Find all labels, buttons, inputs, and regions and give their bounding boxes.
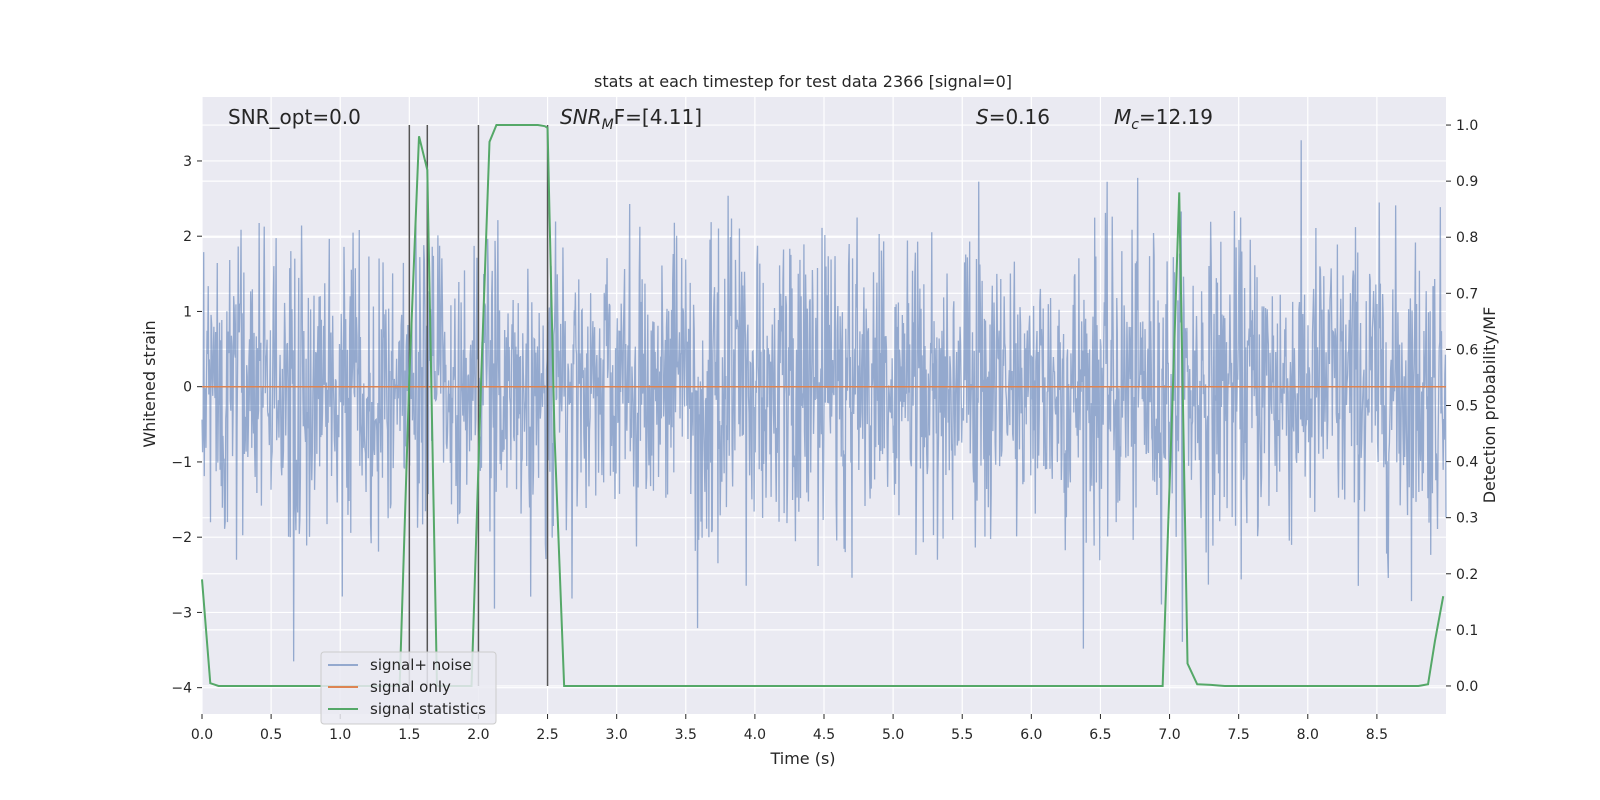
- legend: signal+ noise signal only signal statist…: [320, 651, 497, 725]
- x-tick-label-14: 7.0: [1158, 727, 1180, 743]
- annotation-s-base: S: [976, 105, 989, 129]
- x-tick-label-12: 6.0: [1020, 727, 1042, 743]
- annotation-mc-sub: c: [1131, 117, 1139, 133]
- y-right-axis-ticks: 0.0 0.1 0.2 0.3 0.4 0.5 0.6 0.7 0.8 0.9 1.0: [1446, 118, 1478, 695]
- annotation-mc: Mc=12.19: [1114, 105, 1213, 133]
- y-right-tick-label-9: 0.9: [1456, 174, 1478, 190]
- y-right-tick-label-6: 0.6: [1456, 342, 1478, 358]
- x-tick-label-1: 0.5: [260, 727, 282, 743]
- x-tick-label-13: 6.5: [1089, 727, 1111, 743]
- legend-label-signal-plus-noise: signal+ noise: [370, 656, 472, 674]
- y-left-tick-label-7: 3: [183, 154, 192, 170]
- legend-box: [320, 651, 497, 725]
- x-tick-label-3: 1.5: [398, 727, 420, 743]
- legend-label-signal-only: signal only: [370, 678, 451, 696]
- annotation-snr-mf: SNRMF=[4.11]: [560, 105, 702, 133]
- y-left-tick-label-5: 1: [183, 304, 192, 320]
- x-axis-ticks: 0.0 0.5 1.0 1.5 2.0 2.5 3.0 3.5 4.0 4.5 5.0 5.5 6.0 6…: [191, 714, 1388, 743]
- y-left-tick-label-2: −2: [171, 530, 192, 546]
- chart-title: stats at each timestep for test data 236…: [594, 72, 1012, 91]
- y-right-tick-label-8: 0.8: [1456, 230, 1478, 246]
- y-right-tick-label-1: 0.1: [1456, 623, 1478, 639]
- x-tick-label-0: 0.0: [191, 727, 213, 743]
- x-tick-label-11: 5.5: [951, 727, 973, 743]
- x-tick-label-4: 2.0: [467, 727, 489, 743]
- y-left-tick-label-0: −4: [171, 681, 192, 697]
- x-tick-label-15: 7.5: [1228, 727, 1250, 743]
- x-tick-label-16: 8.0: [1297, 727, 1319, 743]
- y-right-tick-label-5: 0.5: [1456, 399, 1478, 415]
- y-left-axis-ticks: −4 −3 −2 −1 0 1 2 3: [171, 154, 202, 697]
- y-right-tick-label-2: 0.2: [1456, 567, 1478, 583]
- annotation-s-rest: =0.16: [989, 105, 1050, 129]
- annotation-mc-base: M: [1114, 105, 1131, 129]
- annotation-snr-opt: SNR_opt=0.0: [228, 105, 361, 129]
- y-right-tick-label-3: 0.3: [1456, 511, 1478, 527]
- x-tick-label-9: 4.5: [813, 727, 835, 743]
- y-right-tick-label-0: 0.0: [1456, 679, 1478, 695]
- y-right-tick-label-4: 0.4: [1456, 455, 1478, 471]
- x-tick-label-6: 3.0: [606, 727, 628, 743]
- x-tick-label-17: 8.5: [1366, 727, 1388, 743]
- x-tick-label-2: 1.0: [329, 727, 351, 743]
- annotation-snr-mf-sub: M: [602, 117, 614, 133]
- y-right-tick-label-7: 0.7: [1456, 286, 1478, 302]
- y-left-tick-label-4: 0: [183, 380, 192, 396]
- x-axis-label: Time (s): [769, 749, 835, 768]
- x-tick-label-8: 4.0: [744, 727, 766, 743]
- x-tick-label-5: 2.5: [536, 727, 558, 743]
- y-left-tick-label-1: −3: [171, 605, 192, 621]
- annotation-snr-mf-rest: F=[4.11]: [614, 105, 702, 129]
- y-left-axis-label: Whitened strain: [140, 320, 159, 447]
- series-signal-statistics: [201, 124, 1445, 687]
- y-right-axis-label: Detection probability/MF: [1480, 307, 1499, 504]
- annotation-snr-mf-base: SNR: [560, 105, 602, 129]
- y-left-tick-label-3: −1: [171, 455, 192, 471]
- y-right-tick-label-10: 1.0: [1456, 118, 1478, 134]
- annotation-s: S=0.16: [976, 105, 1050, 129]
- x-tick-label-7: 3.5: [675, 727, 697, 743]
- annotation-mc-rest: =12.19: [1139, 105, 1213, 129]
- legend-label-signal-statistics: signal statistics: [370, 700, 486, 718]
- x-tick-label-10: 5.0: [882, 727, 904, 743]
- y-left-tick-label-6: 2: [183, 229, 192, 245]
- plot-series: [201, 124, 1447, 687]
